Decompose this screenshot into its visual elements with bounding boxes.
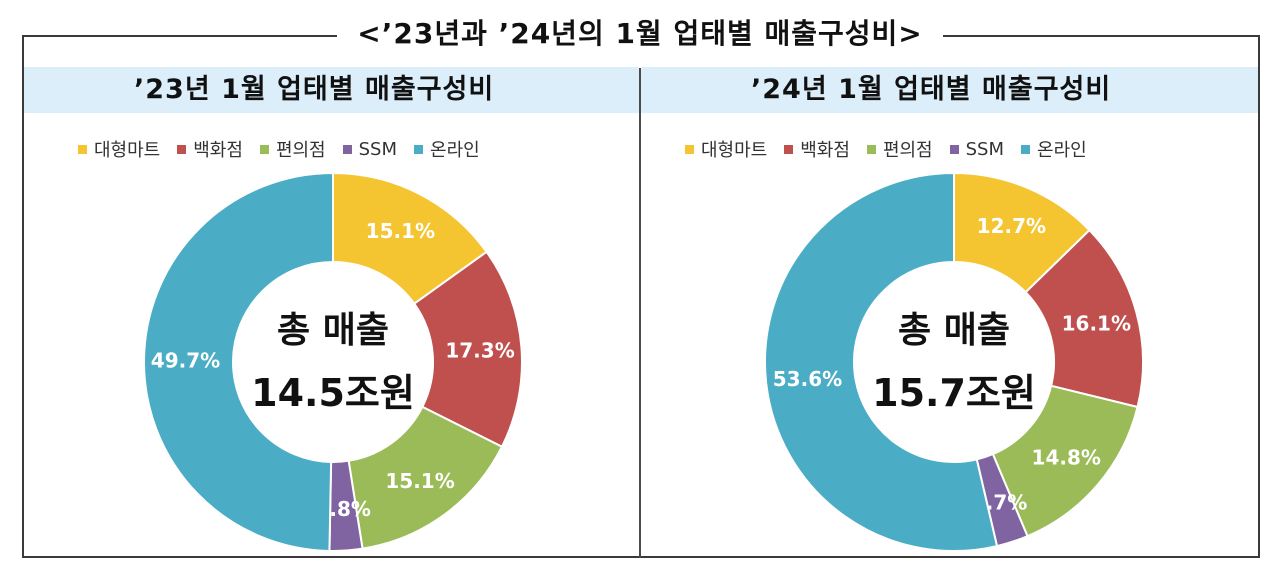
donut-slice [764, 171, 999, 552]
legend-item: SSM [949, 138, 1005, 160]
slice-data-label: 16.1% [1062, 311, 1131, 335]
legend-swatch [78, 144, 87, 154]
slice-data-label: 14.8% [1032, 446, 1101, 470]
center-value: 14.5조원 [251, 371, 415, 415]
legend-label: 온라인 [1037, 140, 1087, 161]
legend-label: SSM [965, 138, 1005, 160]
legend-swatch [784, 144, 794, 154]
legend-swatch [949, 144, 959, 154]
legend-swatch [866, 144, 876, 154]
legend-swatch [685, 144, 694, 154]
center-label: 총 매출 [898, 310, 1010, 351]
legend-item: 대형마트 [78, 136, 160, 162]
slice-data-label: 53.6% [773, 367, 842, 391]
legend-item: 편의점 [866, 136, 933, 162]
legend-label: 온라인 [430, 140, 480, 161]
legend-label: 대형마트 [94, 140, 161, 161]
legend-label: 백화점 [193, 140, 243, 161]
legend-item: SSM [342, 138, 398, 160]
legend-label: 편의점 [275, 140, 326, 161]
legend-item: 대형마트 [685, 136, 767, 162]
legend-label: 대형마트 [701, 140, 768, 161]
legend-2023: 대형마트 백화점 편의점 SSM 온라인 [78, 136, 497, 162]
donut-slice [143, 171, 334, 552]
slice-data-label: 15.1% [385, 469, 454, 493]
slice-data-label: 15.1% [366, 219, 435, 243]
main-title: <’23년과 ’24년의 1월 업태별 매출구성비> [0, 14, 1280, 54]
panel-header-2023: ’23년 1월 업태별 매출구성비 [24, 67, 639, 113]
legend-2024: 대형마트 백화점 편의점 SSM 온라인 [685, 136, 1104, 162]
slice-data-label: 49.7% [151, 349, 220, 373]
legend-label: SSM [358, 138, 398, 160]
legend-label: 백화점 [800, 140, 850, 161]
legend-swatch [1021, 144, 1031, 154]
legend-label: 편의점 [882, 140, 933, 161]
legend-item: 온라인 [1021, 136, 1087, 162]
legend-swatch [414, 144, 424, 154]
panel-header-2024: ’24년 1월 업태별 매출구성비 [641, 67, 1258, 113]
legend-item: 편의점 [259, 136, 326, 162]
main-title-text: <’23년과 ’24년의 1월 업태별 매출구성비> [337, 17, 943, 50]
legend-swatch [259, 144, 269, 154]
panel-divider [639, 68, 641, 558]
slice-data-label: 12.7% [977, 214, 1046, 238]
legend-swatch [177, 144, 187, 154]
center-value: 15.7조원 [872, 371, 1036, 415]
legend-item: 온라인 [414, 136, 480, 162]
legend-item: 백화점 [784, 136, 850, 162]
legend-swatch [342, 144, 352, 154]
legend-item: 백화점 [177, 136, 243, 162]
center-label: 총 매출 [277, 310, 389, 351]
slice-data-label: 17.3% [445, 338, 514, 362]
